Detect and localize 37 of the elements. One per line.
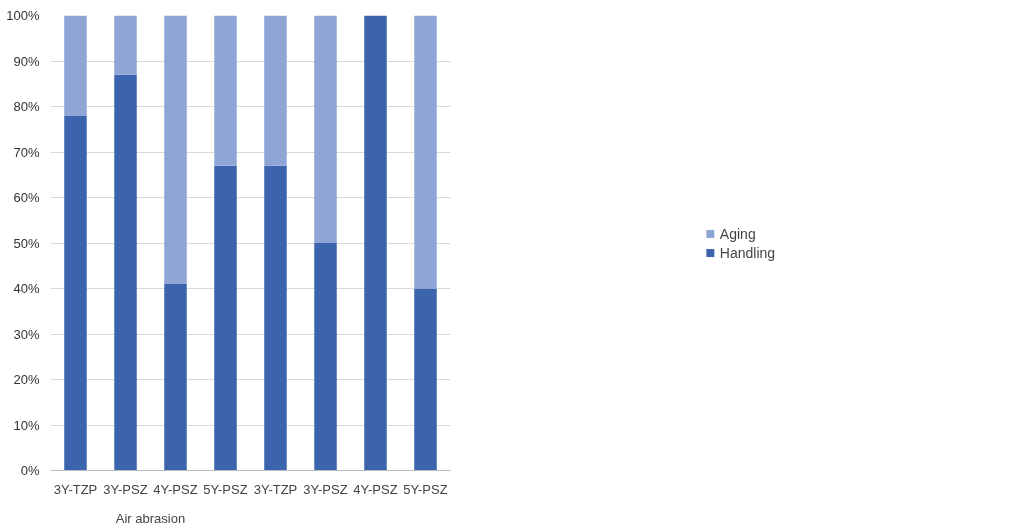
legend-label: Handling [719,244,776,260]
bar [164,15,187,284]
x-tick-label: 4Y-PSZ [353,481,398,497]
bar [364,15,387,471]
bar [264,15,287,166]
bar [164,283,187,471]
y-tick-label: 50% [13,235,40,251]
y-tick-label: 30% [13,326,40,342]
y-tick-label: 60% [13,190,40,205]
y-tick-label: 0% [20,463,40,478]
bar [314,243,337,471]
x-tick-label: 4Y-PSZ [153,481,198,497]
y-tick-label: 100% [6,8,40,23]
y-tick-label: 10% [13,417,40,433]
bar [264,165,287,471]
x-tick-label: 3Y-PSZ [103,481,148,497]
y-tick-label: 90% [13,53,40,69]
x-tick-label: 3Y-TZP [253,481,298,497]
x-tick-label: 3Y-TZP [53,481,98,497]
bar [64,15,87,116]
y-tick-label: 20% [13,372,40,387]
legend-label: Aging [719,225,756,241]
bar [314,15,337,243]
bar [114,74,137,471]
y-tick-label: 70% [13,144,40,160]
x-tick-label: 5Y-PSZ [203,481,248,497]
bar [414,15,437,289]
bar [214,15,237,166]
x-tick-label: 5Y-PSZ [403,481,448,497]
bar [414,288,437,471]
y-tick-label: 80% [13,99,40,114]
bar [114,15,137,75]
y-tick-label: 40% [13,281,40,296]
bar [64,115,87,471]
bar [214,165,237,471]
text: Air abrasion [115,510,186,526]
x-tick-label: 3Y-PSZ [303,481,348,497]
